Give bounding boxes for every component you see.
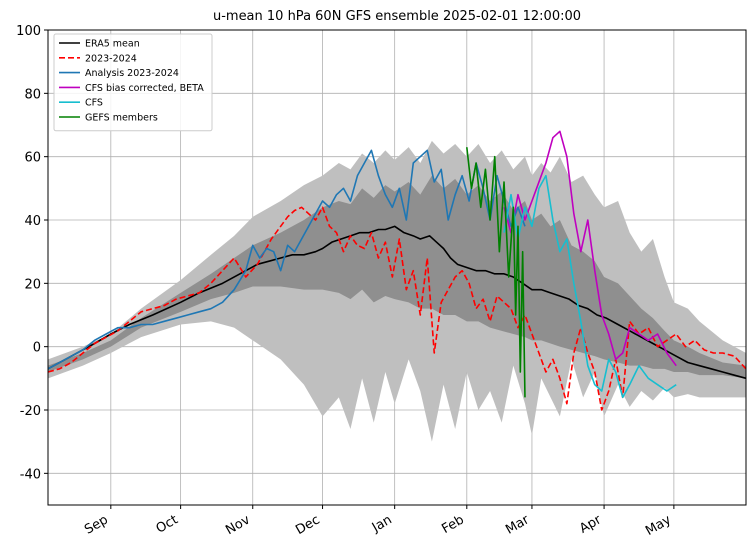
x-tick-label: Mar (503, 512, 532, 538)
x-tick-label: Feb (439, 512, 466, 537)
series-line (503, 130, 677, 367)
series-line (47, 206, 747, 411)
legend-label: Analysis 2023-2024 (85, 68, 179, 79)
y-axis: -40 -20 0 20 40 60 80 100 (16, 24, 48, 482)
chart-title: u-mean 10 hPa 60N GFS ensemble 2025-02-0… (213, 9, 581, 24)
y-tick-label: 60 (24, 151, 41, 166)
y-tick-label: -40 (20, 467, 41, 482)
ensemble-band (48, 175, 746, 379)
y-tick-label: 0 (33, 341, 41, 356)
y-tick-label: 100 (16, 24, 41, 39)
legend-label: ERA5 mean (85, 39, 140, 50)
legend-label: CFS bias corrected, BETA (85, 83, 204, 94)
x-tick-label: Sep (82, 512, 111, 537)
x-tick-label: May (643, 512, 674, 539)
series-line (47, 149, 526, 370)
legend: ERA5 mean 2023-2024 Analysis 2023-2024 CFS … (53, 33, 213, 132)
plot-border (47, 29, 747, 506)
legend-label: GEFS members (85, 113, 158, 124)
y-tick-label: 20 (24, 277, 41, 292)
x-axis: Sep Oct Nov Dec Jan Feb Mar Apr May (82, 505, 675, 539)
y-tick-label: -20 (20, 404, 41, 419)
x-tick-label: Dec (293, 512, 322, 538)
legend-box (53, 33, 213, 132)
x-tick-label: Nov (223, 512, 253, 538)
y-tick-label: 80 (24, 87, 41, 102)
series-lines (47, 130, 747, 411)
legend-label: CFS (85, 98, 103, 109)
x-tick-label: Oct (154, 512, 181, 536)
legend-label: 2023-2024 (85, 53, 137, 64)
series-line (466, 147, 526, 398)
series-line (503, 174, 677, 399)
ensemble-bands (48, 140, 746, 442)
x-tick-label: Jan (369, 512, 395, 536)
y-tick-label: 40 (24, 214, 41, 229)
x-tick-label: Apr (577, 512, 605, 537)
